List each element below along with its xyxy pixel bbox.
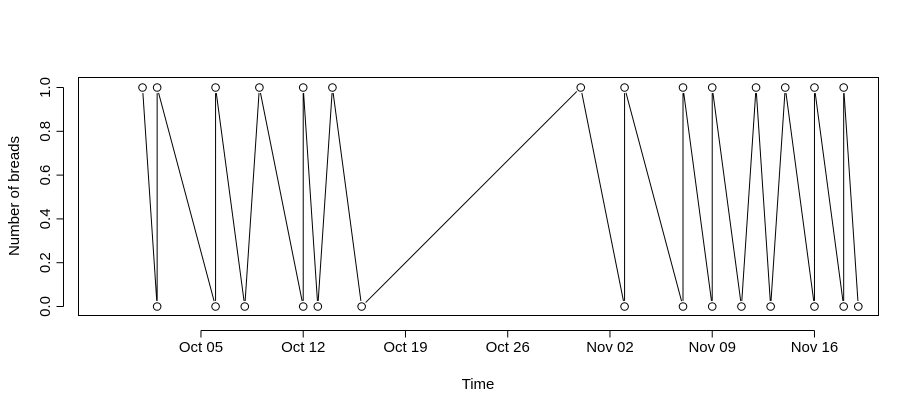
series-segment (332, 92, 362, 302)
data-point (707, 302, 717, 311)
x-axis: Oct 05 Oct 12 Oct 19 Oct 26 Nov 02 Nov 09 Nov … (179, 330, 839, 356)
data-point (240, 302, 250, 311)
data-point (313, 302, 323, 311)
y-tick-label: 0.2 (37, 252, 54, 273)
x-tick-label: Nov 16 (791, 339, 839, 356)
series-segment (317, 93, 333, 301)
data-point (853, 302, 863, 311)
data-point (780, 83, 790, 92)
x-tick-label: Oct 26 (486, 339, 530, 356)
data-point (737, 302, 746, 311)
y-tick-label: 1.0 (37, 77, 54, 98)
data-point (810, 83, 819, 92)
y-tick-label: 0.0 (37, 296, 54, 317)
data-point (211, 83, 220, 92)
y-axis: 0.0 0.2 0.4 0.6 0.8 1.0 (37, 77, 64, 317)
data-point (255, 83, 264, 92)
data-point (357, 302, 366, 311)
data-point (298, 83, 308, 92)
series-segment (625, 92, 683, 302)
series-segment (259, 92, 303, 302)
series-segment (158, 92, 215, 302)
data-point (138, 83, 147, 92)
series-segment (365, 91, 578, 303)
x-tick-label: Oct 19 (383, 339, 427, 356)
y-axis-title: Number of breads (6, 136, 23, 256)
data-point (152, 83, 162, 92)
data-point (328, 83, 337, 92)
series-segment (843, 93, 859, 301)
series-segment (215, 92, 245, 302)
data-point (576, 83, 586, 92)
x-tick-label: Nov 09 (688, 339, 736, 356)
series-segment (770, 93, 786, 301)
series-segment (683, 92, 712, 302)
series-segment (785, 92, 815, 302)
data-point (810, 302, 819, 311)
data-point (839, 83, 848, 92)
y-tick-label: 0.8 (37, 121, 54, 142)
series-segment (142, 93, 158, 301)
series-segment (814, 92, 844, 302)
y-tick-label: 0.6 (37, 165, 54, 186)
data-point (620, 302, 629, 311)
series-segment (581, 92, 624, 302)
x-tick-label: Oct 12 (281, 339, 325, 356)
data-point (707, 83, 717, 92)
data-point (620, 83, 629, 92)
series-segment (244, 93, 260, 301)
x-tick-label: Nov 02 (586, 339, 634, 356)
data-point (751, 83, 761, 92)
y-tick-label: 0.4 (37, 208, 54, 229)
x-axis-title: Time (462, 376, 495, 393)
series-line (142, 91, 859, 303)
series-segment (741, 93, 757, 301)
data-point (678, 302, 688, 311)
data-point (766, 302, 775, 311)
x-tick-label: Oct 05 (179, 339, 223, 356)
data-point (152, 302, 162, 311)
series-segment (303, 93, 318, 301)
data-point (678, 83, 688, 92)
plot-box (78, 77, 879, 316)
data-point (298, 302, 308, 311)
series-segment (755, 93, 771, 301)
data-point (211, 302, 220, 311)
data-point (839, 302, 848, 311)
series-segment (712, 92, 742, 302)
series-points (138, 83, 863, 311)
